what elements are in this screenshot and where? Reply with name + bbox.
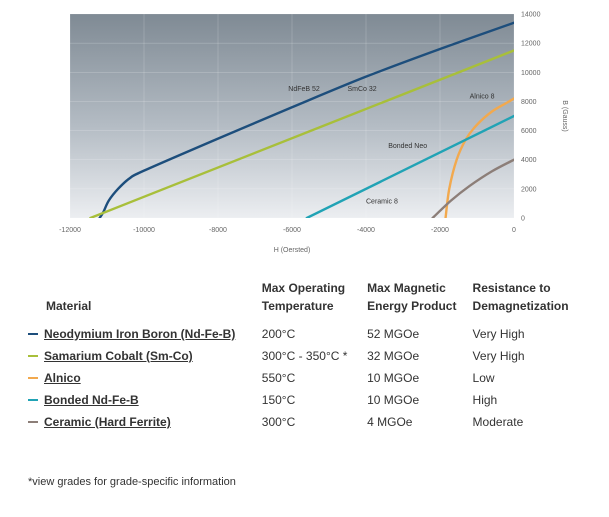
materials-table-wrap: Material Max Operating Temperature Max M… — [28, 279, 588, 433]
x-tick-label: -6000 — [283, 227, 301, 234]
header-temp-line2: Temperature — [261, 299, 334, 313]
table-row: Neodymium Iron Boron (Nd-Fe-B) 200°C 52 MG… — [28, 323, 588, 345]
y-tick-label: 2000 — [521, 186, 537, 193]
x-tick-label: 0 — [512, 227, 516, 234]
resistance-cell: High — [472, 393, 498, 407]
energy-cell: 32 MGOe — [367, 349, 420, 363]
temp-cell: 550°C — [261, 371, 296, 385]
x-tick-label: -12000 — [59, 227, 81, 234]
material-link[interactable]: Alnico — [44, 371, 81, 385]
materials-table: Material Max Operating Temperature Max M… — [28, 279, 588, 433]
series-swatch — [28, 333, 38, 335]
bh-curve-chart: NdFeB 52 SmCo 32 Alnico 8 Bonded Neo Ceramic… — [59, 12, 568, 255]
y-tick-label: 14000 — [521, 12, 541, 19]
series-layer — [89, 21, 514, 218]
grid — [69, 13, 515, 219]
table-header-row: Material Max Operating Temperature Max M… — [28, 279, 588, 323]
temp-cell: 200°C — [261, 327, 296, 341]
x-axis-title: H (Oersted) — [274, 247, 311, 254]
series-swatch — [28, 399, 38, 401]
table-row: Bonded Nd-Fe-B 150°C 10 MGOe High — [28, 389, 588, 411]
temp-cell: 300°C — [261, 415, 296, 429]
y-tick-label: 8000 — [521, 99, 537, 106]
table-row: Alnico 550°C 10 MGOe Low — [28, 367, 588, 389]
header-energy-line2: Energy Product — [367, 299, 457, 313]
resistance-cell: Very High — [472, 327, 525, 341]
temp-cell: 300°C - 350°C * — [261, 349, 348, 363]
material-cell: Neodymium Iron Boron (Nd-Fe-B) — [28, 323, 262, 345]
table-body: Neodymium Iron Boron (Nd-Fe-B) 200°C 52 MG… — [28, 323, 588, 433]
series-label: NdFeB 52 — [288, 86, 320, 93]
series-swatch — [28, 355, 38, 357]
header-energy: Max Magnetic Energy Product — [367, 279, 472, 323]
material-link[interactable]: Bonded Nd-Fe-B — [44, 393, 139, 407]
material-cell: Samarium Cobalt (Sm-Co) — [28, 345, 262, 367]
curve-labels: NdFeB 52 SmCo 32 Alnico 8 Bonded Neo Ceramic… — [288, 86, 494, 205]
series-line — [444, 97, 514, 218]
header-energy-line1: Max Magnetic — [367, 281, 446, 295]
y-axis-title: B (Gauss) — [561, 100, 568, 132]
header-material-label: Material — [46, 299, 92, 313]
material-cell: Bonded Nd-Fe-B — [28, 389, 262, 411]
x-tick-label: -10000 — [133, 227, 155, 234]
header-resistance: Resistance to Demagnetization — [473, 279, 588, 323]
series-label: SmCo 32 — [348, 86, 377, 93]
resistance-cell: Moderate — [472, 415, 524, 429]
temp-cell: 150°C — [261, 393, 296, 407]
series-swatch — [28, 421, 38, 423]
material-link[interactable]: Neodymium Iron Boron (Nd-Fe-B) — [44, 327, 236, 341]
y-tick-label: 6000 — [521, 128, 537, 135]
energy-cell: 10 MGOe — [367, 393, 420, 407]
energy-cell: 52 MGOe — [367, 327, 420, 341]
y-tick-label: 4000 — [521, 157, 537, 164]
x-tick-label: -8000 — [209, 227, 227, 234]
x-tick-label: -4000 — [357, 227, 375, 234]
y-tick-label: 12000 — [521, 41, 541, 48]
x-tick-label: -2000 — [431, 227, 449, 234]
material-link[interactable]: Ceramic (Hard Ferrite) — [44, 415, 171, 429]
header-resist-line2: Demagnetization — [472, 299, 569, 313]
header-resist-line1: Resistance to — [472, 281, 551, 295]
resistance-cell: Very High — [472, 349, 525, 363]
header-temperature: Max Operating Temperature — [262, 279, 367, 323]
resistance-cell: Low — [472, 371, 495, 385]
table-row: Samarium Cobalt (Sm-Co) 300°C - 350°C * 32… — [28, 345, 588, 367]
series-line — [431, 158, 514, 218]
series-line — [98, 21, 514, 218]
footnote: *view grades for grade-specific informat… — [28, 476, 236, 488]
material-cell: Ceramic (Hard Ferrite) — [28, 411, 262, 433]
header-temp-line1: Max Operating — [261, 281, 346, 295]
series-label: Alnico 8 — [470, 94, 495, 101]
y-tick-label: 10000 — [521, 70, 541, 77]
series-label: Ceramic 8 — [366, 198, 398, 205]
y-axis-ticks: 0 2000 4000 6000 8000 10000 12000 14000 — [521, 12, 541, 223]
material-link[interactable]: Samarium Cobalt (Sm-Co) — [44, 349, 193, 363]
table-row: Ceramic (Hard Ferrite) 300°C 4 MGOe Moderat… — [28, 411, 588, 433]
material-cell: Alnico — [28, 367, 262, 389]
energy-cell: 4 MGOe — [367, 415, 413, 429]
y-tick-label: 0 — [521, 216, 525, 223]
series-swatch — [28, 377, 38, 379]
energy-cell: 10 MGOe — [367, 371, 420, 385]
header-material: Material — [28, 279, 262, 323]
series-line — [305, 114, 514, 218]
x-axis-ticks: -12000 -10000 -8000 -6000 -4000 -2000 0 — [59, 227, 516, 234]
series-line — [89, 49, 514, 218]
series-label: Bonded Neo — [388, 143, 427, 150]
